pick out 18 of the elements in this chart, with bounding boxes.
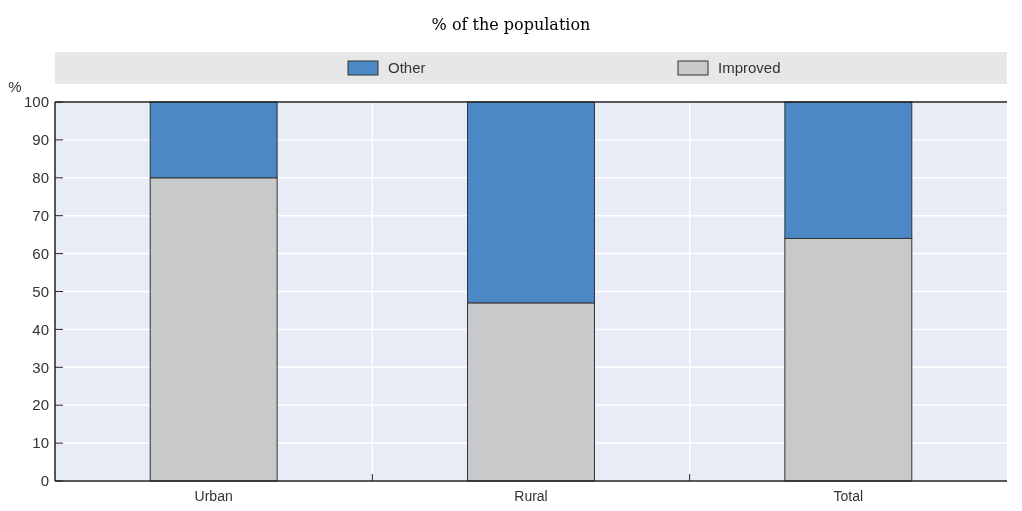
- x-tick-label: Rural: [514, 488, 548, 504]
- y-tick-label: 90: [32, 131, 49, 149]
- y-tick-label: 0: [40, 472, 49, 490]
- x-tick-label: Urban: [194, 488, 233, 504]
- y-tick-label: 60: [32, 244, 49, 262]
- y-tick-label: 40: [32, 320, 49, 338]
- y-tick-label: 70: [32, 206, 49, 224]
- y-tick-label: 30: [32, 358, 49, 376]
- y-axis-title: %: [8, 78, 22, 95]
- y-tick-label: 20: [32, 396, 49, 414]
- x-tick-label: Total: [833, 488, 864, 504]
- y-tick-label: 80: [32, 169, 49, 187]
- chart-subtitle: % of the population: [431, 15, 591, 34]
- y-tick-label: 100: [23, 93, 49, 111]
- y-tick-label: 50: [32, 282, 49, 300]
- y-tick-label: 10: [32, 434, 49, 452]
- legend-label: Other: [388, 59, 426, 76]
- legend-label: Improved: [718, 59, 781, 76]
